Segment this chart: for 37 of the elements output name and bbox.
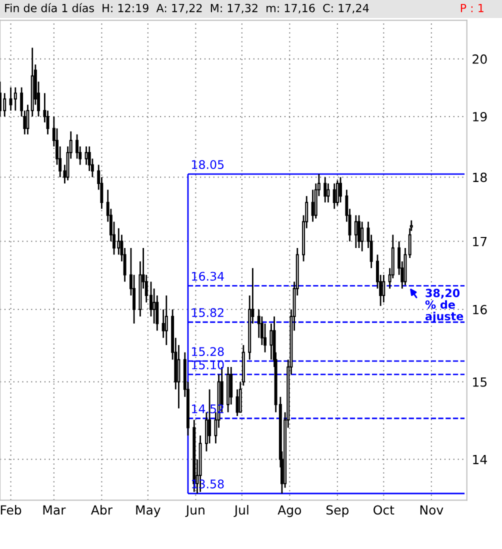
annotation: 38,20 % de ajuste [425, 288, 464, 323]
x-tick-label: Ago [278, 505, 302, 518]
candlestick [3, 92, 6, 118]
y-tick-label: 19 [473, 112, 487, 122]
y-tick-label: 18 [473, 172, 487, 182]
candlestick [360, 221, 364, 252]
y-tick-label: 16 [473, 304, 487, 314]
candlestick [382, 274, 386, 304]
candlestick [324, 176, 327, 204]
y-tick-label: 15 [473, 378, 487, 387]
candlestick [358, 214, 360, 249]
chart-title: Fin de día 1 días H: 12:19 A: 17,22 M: 17,32 m: 17,16 C: 17,24 [5, 3, 369, 14]
y-tick-label: 20 [472, 54, 487, 64]
text: P : 1 [460, 4, 484, 12]
candlestick [230, 366, 233, 406]
ref-line-label: 15.82 [192, 308, 224, 318]
x-tick-label: Mar [43, 505, 66, 515]
candlestick [354, 214, 358, 249]
x-tick-label: Oct [374, 505, 394, 515]
x-tick-label: May [136, 505, 160, 518]
ref-line-label: 15.28 [192, 347, 224, 356]
ref-line-label: 18.05 [192, 160, 224, 170]
x-tick-label: Jun [185, 505, 204, 517]
candlestick [164, 294, 168, 346]
candlestick [332, 182, 336, 210]
candlestick [14, 86, 17, 112]
x-tick-label: Abr [90, 505, 113, 515]
x-tick-label: Jul [234, 505, 248, 517]
y-tick-label: 14 [473, 454, 487, 464]
x-tick-label: Sep [326, 505, 349, 518]
candlestick [339, 176, 342, 204]
candlestick [236, 388, 239, 417]
y-tick-label: 17 [473, 237, 487, 246]
ref-line-label: 16.34 [192, 272, 224, 281]
x-tick-label: Feb [0, 505, 22, 515]
x-tick-label: Nov [420, 505, 444, 515]
candlestick [336, 180, 339, 206]
